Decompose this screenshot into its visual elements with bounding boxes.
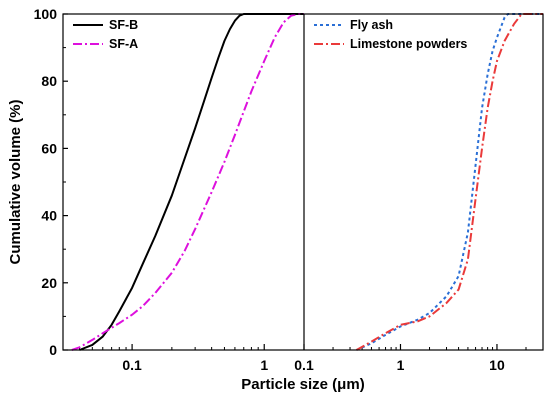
series-line-limestone-powders [356,13,543,351]
legend-label: SF-B [109,18,138,32]
legend-label: Fly ash [350,18,393,32]
x-tick-label: 1 [260,357,268,373]
y-tick-label: 60 [41,140,57,156]
x-tick-label: 1 [397,357,405,373]
x-tick-label: 0.1 [294,357,314,373]
plot-frame [62,13,544,351]
y-tick-label: 0 [49,342,57,358]
right-panel: 0.1 1 10 Fly ash Limestone powders [294,13,543,373]
y-tick-label: 100 [34,6,58,22]
series-line-sf-a [71,13,304,351]
series-line-fly-ash [356,13,543,351]
left-panel: 0.1 1 SF-B SF-A [71,13,304,373]
legend-label: Limestone powders [350,37,467,51]
legend-label: SF-A [109,37,138,51]
y-tick-label: 20 [41,275,57,291]
y-tick-label: 80 [41,73,57,89]
y-tick-label: 40 [41,208,57,224]
series-line-sf-b [79,13,304,351]
y-axis-title: Cumulative volume (%) [7,99,24,264]
x-tick-label: 10 [489,357,505,373]
x-tick-label: 0.1 [122,357,142,373]
x-axis-title: Particle size (μm) [241,376,364,393]
